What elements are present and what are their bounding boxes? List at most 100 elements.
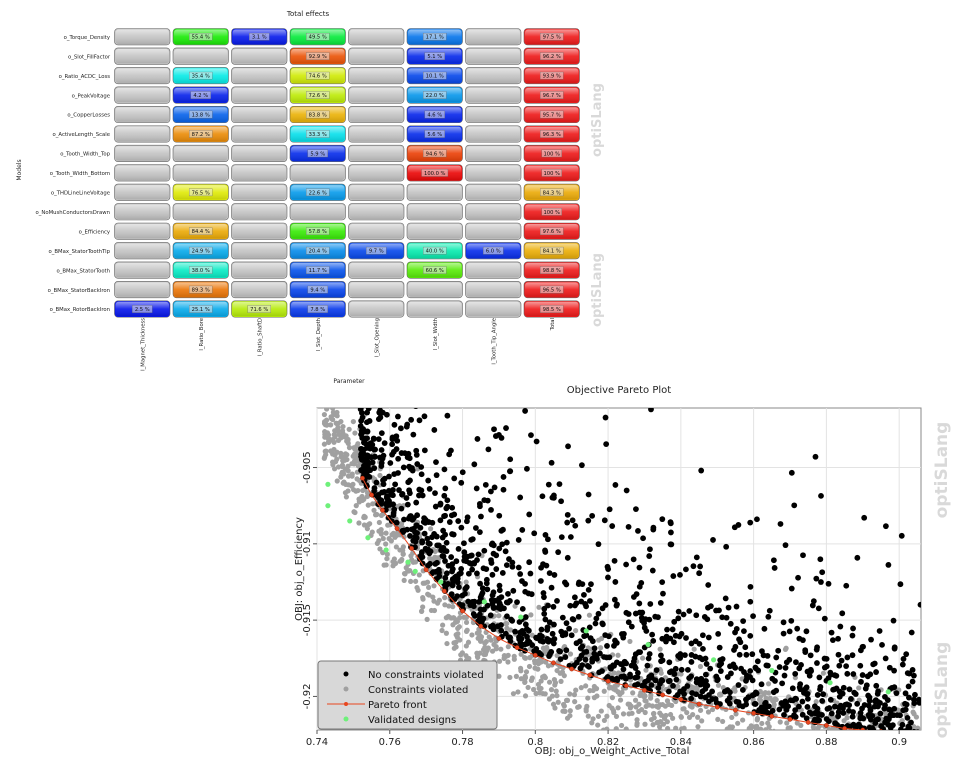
heatmap-value-label: 84.4 %: [192, 229, 210, 235]
no-constraints-point: [823, 663, 830, 670]
no-constraints-point: [743, 651, 750, 658]
constraints-violated-point: [443, 630, 449, 636]
heatmap-cell-gloss: [174, 146, 228, 161]
legend-marker-validated: [343, 716, 349, 722]
constraints-violated-point: [820, 670, 827, 676]
no-constraints-point: [669, 626, 676, 633]
constraints-violated-point: [372, 512, 379, 518]
constraints-violated-point: [630, 690, 636, 696]
no-constraints-point: [667, 669, 673, 676]
pareto-front-point: [460, 608, 465, 614]
constraints-violated-point: [576, 704, 582, 710]
constraints-violated-point: [331, 446, 337, 453]
no-constraints-point: [648, 682, 655, 688]
no-constraints-point: [365, 393, 371, 399]
constraints-violated-point: [536, 604, 542, 610]
no-constraints-point: [363, 457, 370, 464]
constraints-violated-point: [646, 732, 651, 737]
constraints-violated-point: [327, 393, 332, 398]
heatmap-value-label: 84.1 %: [543, 249, 561, 255]
constraints-violated-point: [657, 702, 663, 708]
no-constraints-point: [362, 440, 369, 447]
constraints-violated-point: [325, 391, 330, 396]
constraints-violated-point: [322, 398, 327, 403]
no-constraints-point: [408, 416, 415, 423]
constraints-violated-point: [412, 559, 419, 565]
constraints-violated-point: [766, 690, 772, 696]
no-constraints-point: [740, 618, 747, 625]
no-constraints-point: [519, 527, 526, 533]
heatmap-value-label: 6.0 %: [486, 249, 501, 255]
no-constraints-point: [824, 705, 831, 712]
heatmap-cell-gloss: [466, 48, 520, 64]
no-constraints-point: [545, 602, 551, 609]
no-constraints-point: [507, 456, 514, 463]
validated-design-point: [583, 628, 589, 634]
constraints-violated-point: [522, 675, 529, 681]
constraints-violated-point: [918, 755, 923, 760]
pareto-axis-ticks: 0.74 0.76 0.78 0.8 0.82 0.84 0.86 0.88 0.9-0.905…: [302, 451, 907, 748]
constraints-violated-point: [518, 651, 524, 657]
tick-label-x: 0.82: [597, 737, 619, 748]
heatmap-value-label: 94.6 %: [426, 151, 444, 157]
constraints-violated-point: [675, 683, 681, 689]
no-constraints-point: [448, 554, 455, 560]
heatmap-cell-gloss: [349, 48, 403, 64]
no-constraints-point: [367, 319, 373, 325]
no-constraints-point: [710, 537, 716, 543]
heatmap-column-label: l_Slot_Width: [433, 318, 439, 350]
no-constraints-point: [405, 479, 412, 486]
no-constraints-point: [688, 695, 695, 702]
no-constraints-point: [473, 485, 480, 492]
constraints-violated-point: [324, 408, 330, 412]
no-constraints-point: [906, 694, 912, 701]
heatmap-value-box: [366, 246, 387, 255]
no-constraints-point: [422, 519, 429, 526]
no-constraints-point: [803, 628, 810, 635]
constraints-violated-point: [326, 379, 331, 384]
no-constraints-point: [385, 391, 391, 397]
no-constraints-point: [550, 640, 557, 647]
constraints-violated-point: [578, 685, 584, 691]
no-constraints-point: [736, 651, 743, 658]
constraints-violated-point: [439, 627, 445, 634]
no-constraints-point: [635, 528, 641, 534]
constraints-violated-point: [695, 714, 701, 720]
no-constraints-point: [866, 702, 872, 709]
pareto-xlabel: OBJ: obj_o_Weight_Active_Total: [535, 746, 690, 757]
no-constraints-point: [642, 678, 648, 685]
no-constraints-point: [849, 652, 856, 659]
constraints-violated-point: [735, 720, 741, 726]
constraints-violated-point: [878, 756, 883, 761]
legend-label-no-constraints: No constraints violated: [368, 670, 484, 681]
no-constraints-point: [599, 621, 606, 628]
no-constraints-point: [812, 453, 819, 460]
constraints-violated-point: [695, 745, 700, 750]
no-constraints-point: [850, 625, 856, 632]
no-constraints-point: [390, 492, 396, 499]
no-constraints-point: [604, 563, 611, 570]
constraints-violated-point: [686, 714, 693, 720]
no-constraints-point: [481, 497, 488, 504]
no-constraints-point: [502, 548, 509, 555]
no-constraints-point: [450, 578, 457, 585]
constraints-violated-point: [768, 758, 773, 763]
no-constraints-point: [498, 386, 504, 392]
heatmap-value-label: 100.0 %: [424, 171, 445, 177]
heatmap-column-label: l_Tooth_Tip_Angle: [491, 318, 497, 365]
no-constraints-point: [879, 641, 885, 648]
no-constraints-point: [668, 529, 674, 536]
constraints-violated-point: [598, 708, 604, 714]
no-constraints-point: [849, 632, 856, 639]
no-constraints-point: [666, 677, 673, 684]
watermark-heatmap: optiSLang: [590, 83, 605, 157]
constraints-violated-point: [463, 579, 469, 585]
constraints-violated-point: [419, 608, 425, 614]
no-constraints-point: [789, 685, 796, 692]
constraints-violated-point: [850, 749, 855, 754]
constraints-violated-point: [485, 645, 491, 651]
constraints-violated-point: [450, 615, 457, 621]
constraints-violated-point: [334, 413, 340, 419]
no-constraints-point: [522, 408, 529, 414]
heatmap-cell-gloss: [466, 29, 520, 44]
